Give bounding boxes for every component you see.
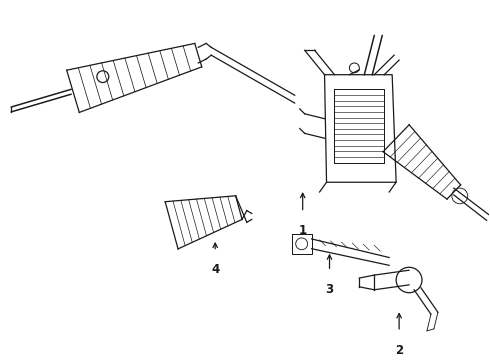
Text: 2: 2: [395, 343, 403, 356]
Text: 4: 4: [211, 264, 220, 276]
Text: 1: 1: [298, 224, 307, 237]
Text: 3: 3: [325, 283, 334, 296]
